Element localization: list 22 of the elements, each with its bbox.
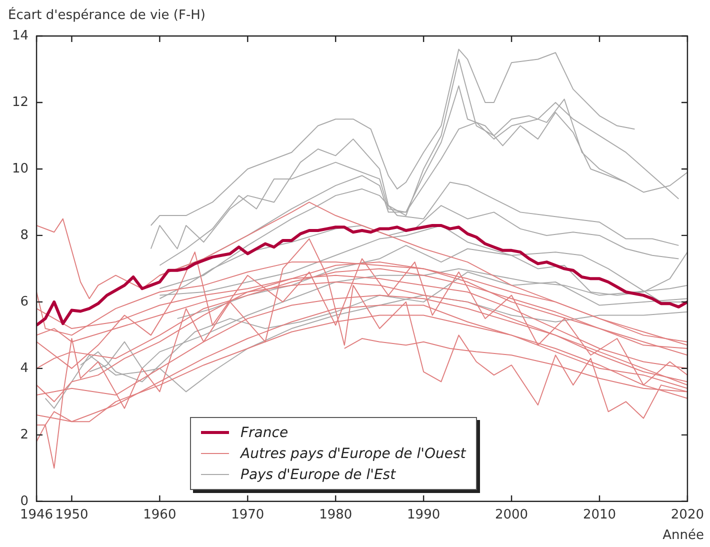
legend-label: Pays d'Europe de l'Est: [240, 466, 396, 483]
x-tick-label: 1970: [231, 508, 264, 523]
y-tick-label: 10: [12, 161, 29, 176]
y-tick-label: 8: [20, 228, 29, 243]
legend-label: France: [240, 424, 288, 441]
y-tick-label: 14: [12, 28, 29, 44]
x-tick-label: 1960: [143, 508, 176, 523]
x-tick-label: 2000: [494, 508, 528, 523]
x-tick-label: 2020: [670, 508, 704, 523]
x-tick-label: 1950: [55, 508, 88, 523]
x-tick-label: 2010: [582, 508, 616, 523]
y-tick-label: 12: [12, 94, 29, 110]
x-axis-title: Année: [662, 528, 704, 543]
y-axis-title: Écart d'espérance de vie (F-H): [8, 8, 206, 23]
y-tick-label: 0: [20, 494, 29, 509]
legend-label: Autres pays d'Europe de l'Ouest: [240, 446, 466, 462]
y-tick-label: 4: [20, 360, 29, 376]
y-tick-label: 6: [20, 294, 29, 310]
x-tick-label: 1946: [20, 508, 54, 523]
y-tick-label: 2: [20, 427, 29, 442]
x-tick-label: 1990: [407, 508, 440, 523]
x-tick-label: 1980: [319, 508, 352, 523]
